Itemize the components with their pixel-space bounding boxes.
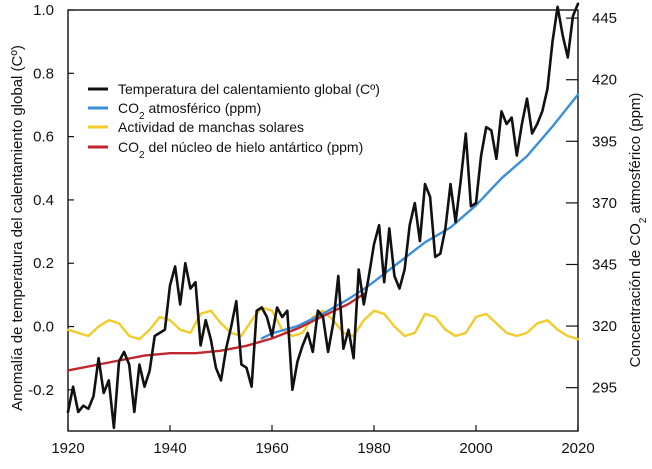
y-tick-label: 0.4: [33, 192, 54, 209]
x-tick-label: 2020: [561, 440, 594, 457]
x-tick-label: 1960: [255, 440, 288, 457]
y-tick-label: 0.6: [33, 129, 54, 146]
y-right-tick-label: 295: [592, 380, 617, 397]
series-co2-atmospheric: [260, 93, 580, 340]
y-right-tick-label: 395: [592, 133, 617, 150]
legend-label-sunspots: Actividad de manchas solares: [118, 119, 304, 135]
y-tick-label: 0.2: [33, 255, 54, 272]
legend-item-co2-ice-core: CO2 del núcleo de hielo antártico (ppm): [88, 139, 363, 161]
y-tick-label: 0.0: [33, 319, 54, 336]
y-axis-left: -0.2 0.0 0.2 0.4 0.6 0.8 1.0: [28, 2, 74, 399]
x-axis: 1920 1940 1960 1980 2000 2020: [51, 425, 595, 457]
series-sunspots: [66, 306, 580, 341]
y-right-tick-label: 420: [592, 72, 617, 89]
legend-label-temperature: Temperatura del calentamiento global (Cº…: [118, 81, 380, 97]
y-right-tick-label: 370: [592, 195, 617, 212]
y-right-tick-label: 445: [592, 10, 617, 27]
legend-label-sunspots-text: Actividad de manchas solares: [118, 119, 304, 135]
x-tick-label: 1980: [357, 440, 390, 457]
series-co2-ice-core: [66, 292, 365, 372]
legend-item-temperature: Temperatura del calentamiento global (Cº…: [88, 81, 380, 97]
legend-label-co2-ice-core: CO2 del núcleo de hielo antártico (ppm): [118, 139, 363, 161]
y-tick-label: -0.2: [28, 382, 54, 399]
y-axis-title-right-prefix: Concentración de CO: [627, 223, 644, 367]
y-right-tick-label: 320: [592, 318, 617, 335]
legend-label-co2-atmospheric: CO2 atmosférico (ppm): [118, 100, 261, 122]
legend-item-sunspots: Actividad de manchas solares: [88, 119, 304, 135]
legend-label-co2-ice-core-suffix: del núcleo de hielo antártico (ppm): [145, 139, 364, 155]
legend-label-co2-ice-core-prefix: CO: [118, 139, 139, 155]
x-tick-label: 2000: [459, 440, 492, 457]
legend: Temperatura del calentamiento global (Cº…: [88, 81, 380, 161]
y-right-tick-label: 345: [592, 256, 617, 273]
y-tick-label: 1.0: [33, 2, 54, 19]
y-axis-title-right-suffix: atmosférico (ppm): [627, 93, 644, 218]
legend-label-co2-atmospheric-suffix: atmosférico (ppm): [145, 100, 262, 116]
y-axis-title-right-sub: 2: [638, 217, 649, 223]
legend-label-co2-atmospheric-prefix: CO: [118, 100, 139, 116]
x-tick-label: 1940: [153, 440, 186, 457]
y-axis-title-right: Concentración de CO2 atmosférico (ppm): [627, 93, 649, 368]
y-tick-label: 0.8: [33, 65, 54, 82]
legend-item-co2-atmospheric: CO2 atmosférico (ppm): [88, 100, 261, 122]
y-axis-title-left: Anomalía de temperatura del calentamient…: [9, 45, 26, 411]
y-axis-right: 295 320 345 370 395 420 445: [566, 10, 617, 397]
x-tick-label: 1920: [51, 440, 84, 457]
legend-label-co2-ice-core-sub: 2: [139, 150, 145, 161]
legend-label-co2-atmospheric-sub: 2: [139, 111, 145, 122]
series-temperature: [66, 2, 580, 430]
series-layer: [66, 2, 580, 430]
plot-frame: [67, 9, 579, 432]
legend-label-temperature-text: Temperatura del calentamiento global (Cº…: [118, 81, 380, 97]
